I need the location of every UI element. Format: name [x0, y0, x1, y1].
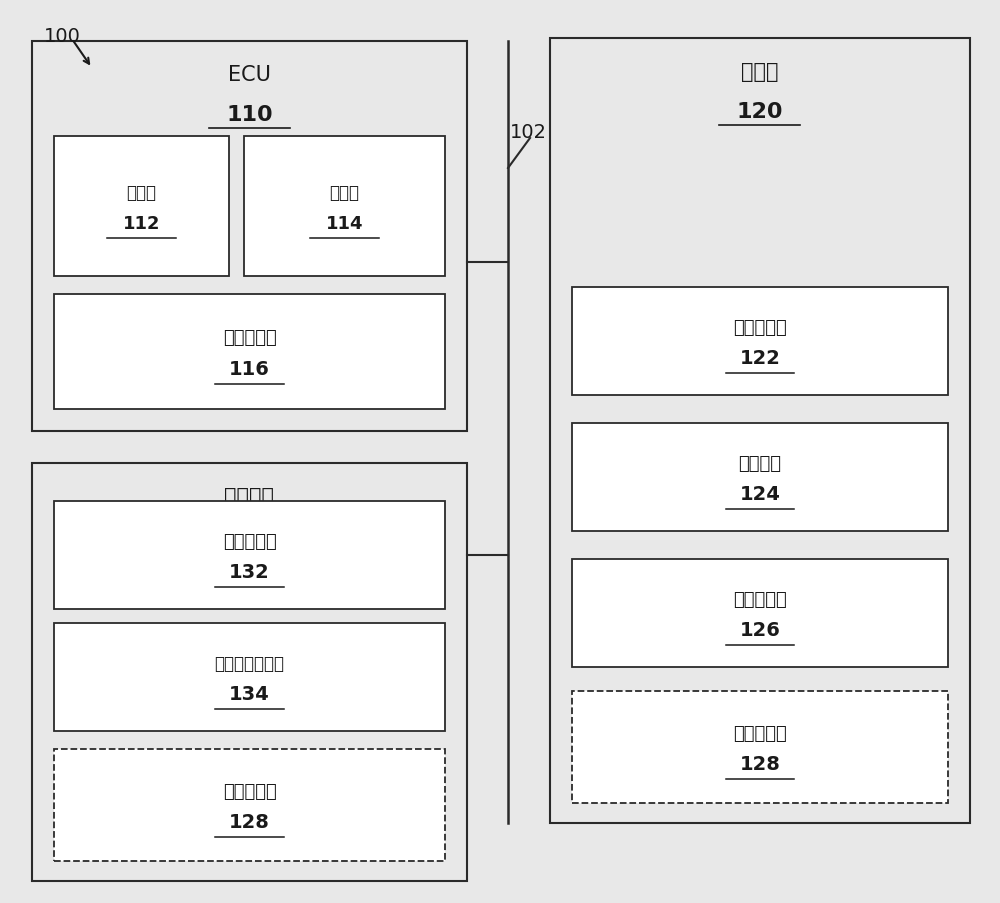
Text: 换档启动器: 换档启动器 [733, 319, 787, 337]
Text: 110: 110 [226, 105, 273, 125]
Bar [54, 749, 445, 861]
Bar [32, 463, 467, 881]
Text: 档位选择器: 档位选择器 [733, 724, 787, 742]
Text: 状态指示器: 状态指示器 [223, 533, 276, 551]
Bar [572, 559, 948, 667]
Bar [572, 691, 948, 803]
Text: 128: 128 [229, 813, 270, 832]
Text: 存储器: 存储器 [330, 184, 360, 201]
Text: 操作界面: 操作界面 [224, 487, 274, 507]
Text: 102: 102 [510, 123, 546, 142]
Bar [244, 137, 445, 276]
Bar [54, 137, 229, 276]
Text: 126: 126 [740, 621, 780, 640]
Text: 100: 100 [44, 26, 80, 45]
Bar [54, 623, 445, 731]
Text: 空档开关: 空档开关 [738, 454, 782, 472]
Text: 130: 130 [226, 526, 273, 546]
Text: 处理器: 处理器 [126, 184, 156, 201]
Text: 离合器开关: 离合器开关 [733, 591, 787, 609]
Bar [54, 501, 445, 610]
Text: 124: 124 [740, 485, 780, 504]
Text: 112: 112 [123, 215, 160, 233]
Bar [54, 294, 445, 410]
Text: 换档引导指示器: 换档引导指示器 [214, 655, 285, 672]
Text: 128: 128 [740, 755, 780, 774]
Text: 134: 134 [229, 684, 270, 703]
Text: 116: 116 [229, 359, 270, 378]
Text: 变速器: 变速器 [741, 62, 779, 82]
Text: 122: 122 [740, 349, 780, 368]
Bar [572, 288, 948, 396]
Bar [32, 42, 467, 432]
Text: 132: 132 [229, 563, 270, 582]
Text: 档位选择器: 档位选择器 [223, 782, 276, 800]
Text: 114: 114 [326, 215, 363, 233]
Text: 变速控制器: 变速控制器 [223, 329, 276, 347]
Text: ECU: ECU [228, 65, 271, 85]
Bar [572, 424, 948, 531]
Text: 120: 120 [737, 102, 783, 122]
Bar [550, 39, 970, 824]
